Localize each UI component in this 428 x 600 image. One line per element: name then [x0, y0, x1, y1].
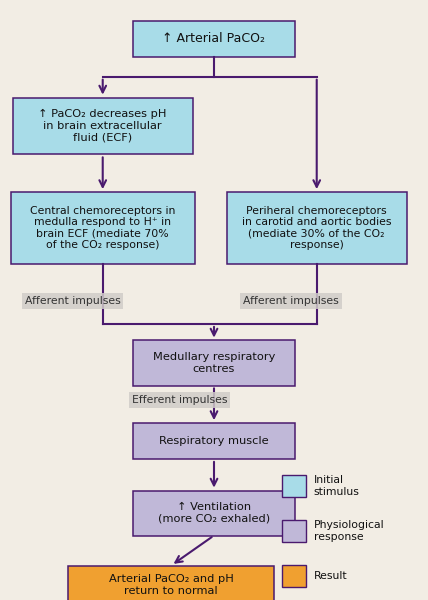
Text: Initial
stimulus: Initial stimulus	[314, 475, 360, 497]
FancyBboxPatch shape	[227, 192, 407, 264]
Text: Efferent impulses: Efferent impulses	[132, 395, 228, 405]
Text: Result: Result	[314, 571, 348, 581]
Text: Physiological
response: Physiological response	[314, 520, 384, 542]
Text: Respiratory muscle: Respiratory muscle	[159, 436, 269, 446]
Text: Afferent impulses: Afferent impulses	[25, 296, 121, 306]
FancyBboxPatch shape	[133, 423, 295, 459]
Text: Arterial PaCO₂ and pH
return to normal: Arterial PaCO₂ and pH return to normal	[109, 574, 234, 596]
FancyBboxPatch shape	[133, 340, 295, 385]
Text: Afferent impulses: Afferent impulses	[243, 296, 339, 306]
FancyBboxPatch shape	[133, 21, 295, 57]
FancyBboxPatch shape	[133, 491, 295, 536]
Text: ↑ Ventilation
(more CO₂ exhaled): ↑ Ventilation (more CO₂ exhaled)	[158, 502, 270, 524]
Text: ↑ PaCO₂ decreases pH
in brain extracellular
fluid (ECF): ↑ PaCO₂ decreases pH in brain extracellu…	[39, 109, 167, 143]
FancyBboxPatch shape	[282, 475, 306, 497]
FancyBboxPatch shape	[13, 97, 193, 154]
Text: ↑ Arterial PaCO₂: ↑ Arterial PaCO₂	[163, 32, 265, 46]
Text: Medullary respiratory
centres: Medullary respiratory centres	[153, 352, 275, 374]
FancyBboxPatch shape	[11, 192, 195, 264]
Text: Central chemoreceptors in
medulla respond to H⁺ in
brain ECF (mediate 70%
of the: Central chemoreceptors in medulla respon…	[30, 206, 175, 250]
Text: Periheral chemoreceptors
in carotid and aortic bodies
(mediate 30% of the CO₂
re: Periheral chemoreceptors in carotid and …	[242, 206, 392, 250]
FancyBboxPatch shape	[282, 520, 306, 542]
FancyBboxPatch shape	[282, 565, 306, 587]
FancyBboxPatch shape	[68, 565, 274, 600]
